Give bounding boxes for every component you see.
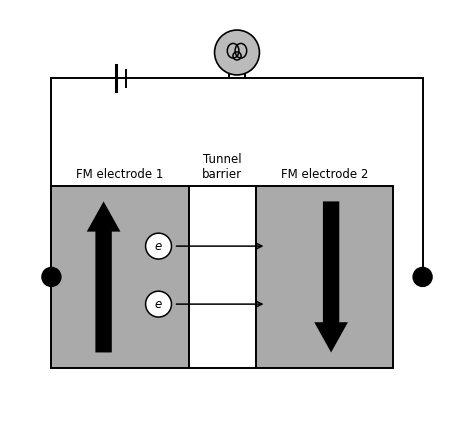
Bar: [51, 186, 189, 368]
Circle shape: [146, 291, 172, 317]
Text: e: e: [155, 239, 162, 252]
Text: Tunnel
barrier: Tunnel barrier: [202, 153, 242, 181]
Bar: [255, 186, 393, 368]
Circle shape: [146, 233, 172, 259]
Circle shape: [413, 268, 432, 286]
Circle shape: [42, 268, 61, 286]
Text: FM electrode 2: FM electrode 2: [281, 168, 368, 181]
FancyArrow shape: [87, 201, 120, 352]
Text: e: e: [155, 297, 162, 310]
Circle shape: [215, 30, 259, 75]
Bar: [189, 186, 255, 368]
Text: FM electrode 1: FM electrode 1: [76, 168, 164, 181]
FancyArrow shape: [314, 201, 348, 352]
